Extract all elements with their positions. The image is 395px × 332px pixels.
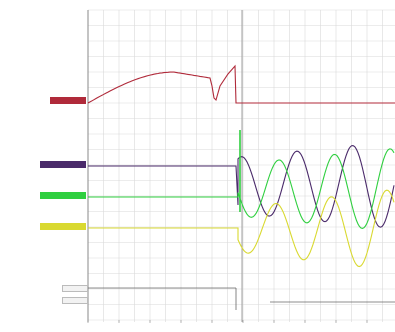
channel-tag-ch2[interactable]	[40, 161, 86, 168]
trace-ch1	[87, 64, 395, 104]
channel-tag-ch3[interactable]	[40, 192, 86, 199]
channel-tag-ch6[interactable]	[62, 297, 88, 304]
traces	[87, 64, 395, 310]
trace-ch4	[88, 189, 395, 268]
trace-ch3	[88, 148, 395, 229]
time-axis-ticks	[87, 320, 368, 323]
channel-tag-ch4[interactable]	[40, 223, 86, 230]
channel-tag-ch5[interactable]	[62, 285, 88, 292]
channel-tag-ch1[interactable]	[50, 97, 86, 104]
trace-ch2	[88, 145, 395, 228]
